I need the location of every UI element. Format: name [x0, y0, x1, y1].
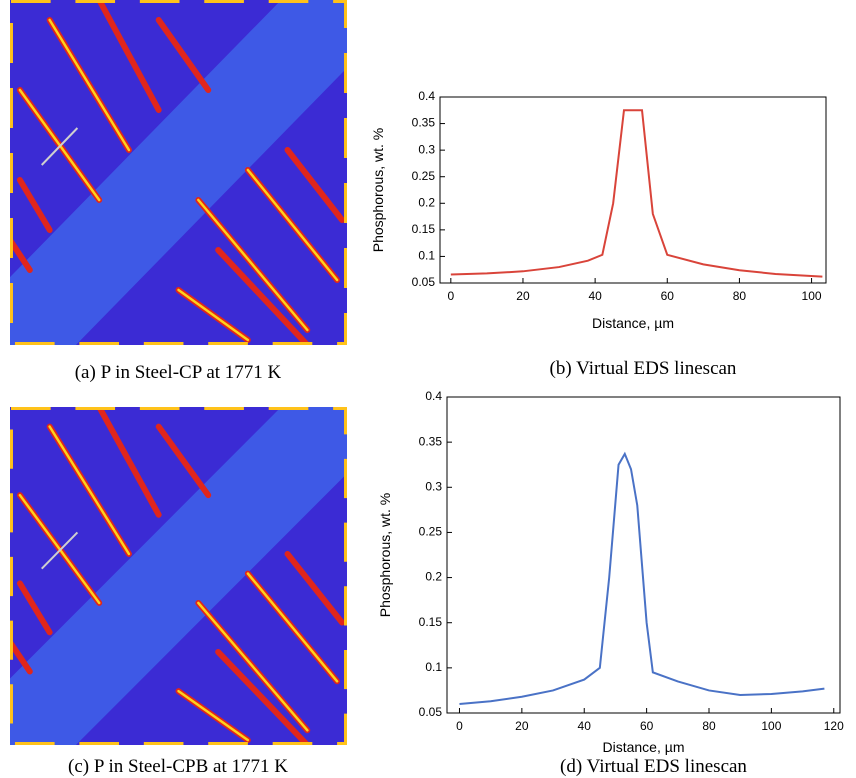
micrograph [0, 0, 367, 365]
y-tick-label: 0.1 [418, 249, 435, 263]
y-tick-label: 0.3 [425, 479, 442, 493]
y-tick-label: 0.05 [412, 275, 436, 289]
y-tick-label: 0.3 [418, 142, 435, 156]
x-tick-label: 40 [588, 289, 602, 303]
y-tick-label: 0.15 [419, 615, 443, 629]
caption: (a) P in Steel-CP at 1771 K [75, 362, 282, 383]
x-tick-label: 20 [515, 719, 529, 733]
caption: (b) Virtual EDS linescan [550, 358, 737, 379]
x-tick-label: 80 [702, 719, 716, 733]
x-tick-label: 0 [456, 719, 463, 733]
x-tick-label: 100 [761, 719, 781, 733]
y-tick-label: 0.05 [419, 705, 443, 719]
x-tick-label: 100 [802, 289, 822, 303]
y-tick-label: 0.4 [425, 389, 442, 403]
y-tick-label: 0.4 [418, 89, 435, 103]
x-tick-label: 60 [640, 719, 654, 733]
y-tick-label: 0.35 [412, 116, 436, 130]
caption: (c) P in Steel-CPB at 1771 K [68, 756, 288, 777]
y-tick-label: 0.2 [425, 570, 442, 584]
y-tick-label: 0.15 [412, 222, 436, 236]
x-tick-label: 20 [516, 289, 530, 303]
y-tick-label: 0.1 [425, 660, 442, 674]
micrograph [0, 387, 367, 764]
y-tick-label: 0.25 [419, 525, 443, 539]
y-axis-label: Phosphorous, wt. % [377, 493, 393, 618]
x-tick-label: 120 [824, 719, 844, 733]
y-tick-label: 0.2 [418, 195, 435, 209]
y-axis-label: Phosphorous, wt. % [370, 128, 386, 253]
x-axis-label: Distance, µm [592, 315, 674, 331]
x-tick-label: 40 [578, 719, 592, 733]
data-line [459, 451, 825, 705]
y-tick-label: 0.35 [419, 434, 443, 448]
data-line [450, 109, 823, 278]
x-tick-label: 80 [733, 289, 747, 303]
x-tick-label: 60 [661, 289, 675, 303]
caption: (d) Virtual EDS linescan [560, 756, 747, 777]
x-axis-label: Distance, µm [603, 739, 685, 755]
y-tick-label: 0.25 [412, 169, 436, 183]
plot-frame [446, 396, 841, 714]
x-tick-label: 0 [447, 289, 454, 303]
plot-frame [439, 96, 827, 284]
